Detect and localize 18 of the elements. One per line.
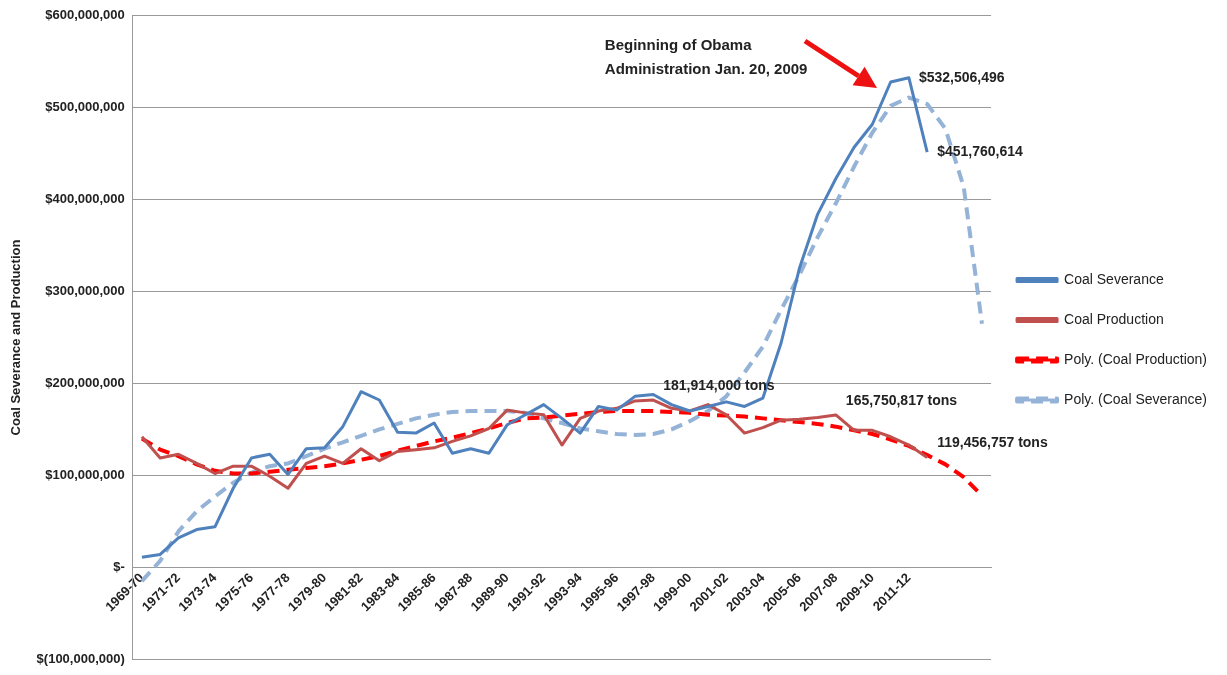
legend-label: Poly. (Coal Production) — [1064, 350, 1208, 367]
legend-label: Coal Severance — [1064, 270, 1164, 287]
legend-label: Poly. (Coal Severance) — [1064, 390, 1208, 407]
y-tick-label: $600,000,000 — [45, 7, 125, 23]
y-tick-label: $400,000,000 — [45, 191, 125, 207]
y-tick-label: $200,000,000 — [45, 375, 125, 391]
y-axis-title: Coal Severance and Production — [8, 239, 24, 436]
data-label: 165,750,817 tons — [845, 391, 958, 408]
annotation: Beginning of Obama Administration Jan. 20, 2009 — [604, 35, 808, 77]
y-tick-label: $500,000,000 — [45, 99, 125, 115]
data-label: 119,456,757 tons — [937, 434, 1048, 451]
y-tick-label: $(100,000,000) — [36, 650, 125, 666]
data-label: $532,506,496 — [918, 68, 1005, 85]
y-tick-label: $100,000,000 — [45, 466, 125, 482]
data-label: $451,760,614 — [937, 142, 1024, 159]
y-tick-label: $300,000,000 — [45, 283, 125, 299]
legend-label: Coal Production — [1064, 310, 1164, 327]
y-tick-label: $- — [113, 558, 125, 574]
